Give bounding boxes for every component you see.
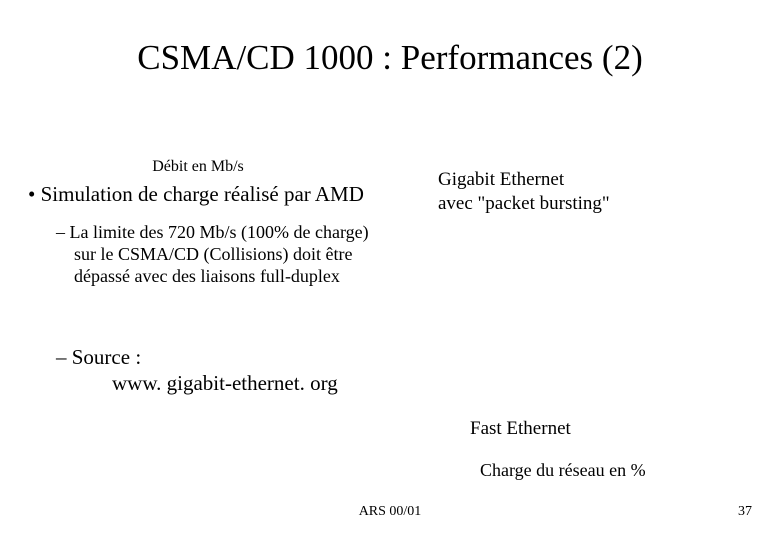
- slide-title: CSMA/CD 1000 : Performances (2): [0, 38, 780, 78]
- fast-ethernet-label: Fast Ethernet: [470, 418, 571, 440]
- left-column: Débit en Mb/s Simulation de charge réali…: [28, 158, 388, 397]
- x-axis-label: Charge du réseau en %: [480, 460, 646, 481]
- gigabit-line1: Gigabit Ethernet: [438, 169, 564, 190]
- right-column: Gigabit Ethernet avec "packet bursting": [438, 168, 748, 216]
- source-label: Source :: [72, 345, 141, 369]
- bullet-sub-2: Source : www. gigabit-ethernet. org: [56, 345, 384, 396]
- bullet-sub-1: La limite des 720 Mb/s (100% de charge) …: [56, 222, 384, 288]
- slide: CSMA/CD 1000 : Performances (2) Débit en…: [0, 0, 780, 540]
- footer-center: ARS 00/01: [0, 504, 780, 520]
- bullet-main: Simulation de charge réalisé par AMD: [28, 182, 388, 208]
- gigabit-line2: avec "packet bursting": [438, 193, 610, 214]
- y-axis-label: Débit en Mb/s: [48, 158, 348, 176]
- source-url: www. gigabit-ethernet. org: [112, 371, 384, 397]
- page-number: 37: [738, 504, 752, 520]
- gigabit-ethernet-label: Gigabit Ethernet avec "packet bursting": [438, 168, 748, 216]
